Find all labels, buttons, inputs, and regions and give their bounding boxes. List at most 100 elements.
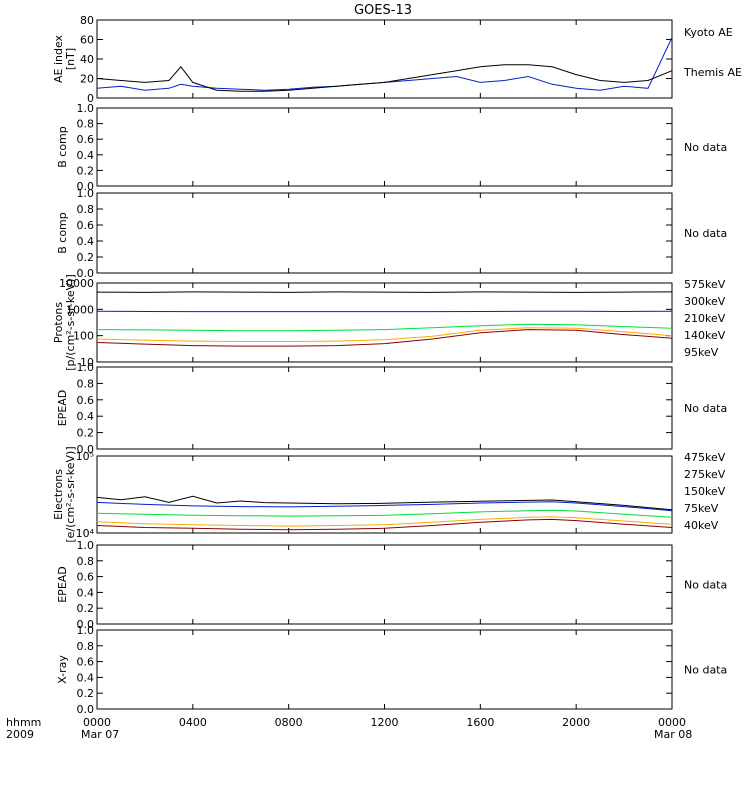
legend-entry: 75keV [684,502,719,515]
legend-entry: 150keV [684,485,726,498]
series-line-40kev [96,495,673,511]
legend-entry: Themis AE [683,66,742,79]
panel-6: 0.0 0.2 0.4 0.6 0.8 1.0 EPEAD No data [56,539,727,631]
x-tick-label: 1600 [466,716,494,729]
y-tick-label: 0.4 [77,149,95,162]
y-axis-label-line: B comp [56,212,69,254]
x-tick-label: 2000 [562,716,590,729]
y-tick-label: 1.0 [77,187,95,200]
y-axis-label-line: [nT] [64,48,77,70]
y-tick-label: 0.4 [77,410,95,423]
panel-2: 0.0 0.2 0.4 0.6 0.8 1.0 B comp No data [56,187,727,280]
y-axis-label: AE index[nT] [52,34,77,83]
series-line-575kev [96,329,673,347]
y-tick-label: 20 [80,73,94,86]
y-tick-label: 0.0 [77,267,95,280]
legend-entry: 40keV [684,519,719,532]
x-tick-label: 0000 [658,716,686,729]
y-axis-label: X-ray [56,655,69,684]
y-axis-label: EPEAD [56,566,69,603]
series-line-150kev [96,509,673,518]
date-end-label: Mar 08 [654,728,692,741]
y-axis-label-line: Protons [52,302,65,343]
y-tick-label: 0.6 [77,656,95,669]
y-axis-label: B comp [56,126,69,168]
y-tick-label: 0.8 [77,203,95,216]
legend-entry: 140keV [684,329,726,342]
y-tick-label: 1000 [66,303,94,316]
y-tick-label: 10000 [59,277,94,290]
hhmm-label: hhmm [6,716,41,729]
legend-entry: 95keV [684,346,719,359]
x-tick-label: 0000 [83,716,111,729]
legend-entry: 575keV [684,278,726,291]
y-axis-label: Protons[p/(cm²-s-sr-keV)] [52,274,77,371]
y-tick-label: 0.4 [77,671,95,684]
y-tick-label: 100 [73,330,94,343]
date-start-label: Mar 07 [81,728,119,741]
no-data-label: No data [684,141,727,154]
y-axis-label: Electrons[e/(cm²-s-sr-keV)] [52,446,77,542]
y-tick-label: 1.0 [77,539,95,552]
y-axis-label-line: EPEAD [56,390,69,427]
series-line-themis-ae [96,64,673,92]
y-tick-label: 40 [80,53,94,66]
series-line-95kev [96,291,673,293]
series-line-275kev [96,516,673,527]
y-tick-label: 0.8 [77,640,95,653]
y-tick-label: 0.6 [77,394,95,407]
x-tick-label: 1200 [371,716,399,729]
x-tick-label: 0400 [179,716,207,729]
series-line-475kev [96,518,673,531]
y-tick-label: 1.0 [77,624,95,637]
y-tick-label: 0.2 [77,251,95,264]
y-tick-label: 0.0 [77,443,95,456]
no-data-label: No data [684,227,727,240]
y-axis-label-line: [p/(cm²-s-sr-keV)] [64,274,77,371]
y-axis-label: B comp [56,212,69,254]
series-line-75kev [96,501,673,512]
y-axis-label-line: AE index [52,34,65,83]
y-tick-label: 0.2 [77,164,95,177]
no-data-label: No data [684,664,727,677]
bottom-axis-labels: hhmm 2009 Mar 07 Mar 08 [6,716,692,741]
legend-entry: 210keV [684,312,726,325]
year-label: 2009 [6,728,34,741]
y-tick-label: 0.4 [77,586,95,599]
panel-4: 0.0 0.2 0.4 0.6 0.8 1.0 EPEAD No data [56,361,727,456]
y-tick-label: 0.8 [77,118,95,131]
y-tick-label: 0.0 [77,180,95,193]
y-tick-label: 10 [80,356,94,369]
y-tick-label: 1.0 [77,361,95,374]
y-axis-label-line: B comp [56,126,69,168]
legend-entry: Kyoto AE [684,26,733,39]
y-tick-label: 60 [80,34,94,47]
y-tick-label: 10⁴ [76,527,95,540]
panel-1: 0.0 0.2 0.4 0.6 0.8 1.0 B comp No data [56,102,727,193]
y-axis-label-line: EPEAD [56,566,69,603]
legend-entry: 300keV [684,295,726,308]
y-tick-label: 10⁵ [76,450,94,463]
y-tick-label: 0.4 [77,235,95,248]
panel-7: 0.0 0.2 0.4 0.6 0.8 1.0 X-ray No data [56,624,727,716]
series-line-210kev [96,323,673,332]
no-data-label: No data [684,402,727,415]
y-axis-label-line: X-ray [56,655,69,684]
panel-frame [96,192,673,274]
y-tick-label: 0.2 [77,602,95,615]
panel-frame [96,282,673,363]
y-tick-label: 0.2 [77,687,95,700]
y-tick-label: 0.2 [77,427,95,440]
panel-frame [96,629,673,710]
panel-frame [96,366,673,450]
y-tick-label: 0.6 [77,219,95,232]
y-axis-label-line: Electrons [52,469,65,520]
series-line-300kev [96,327,673,342]
no-data-label: No data [684,579,727,592]
